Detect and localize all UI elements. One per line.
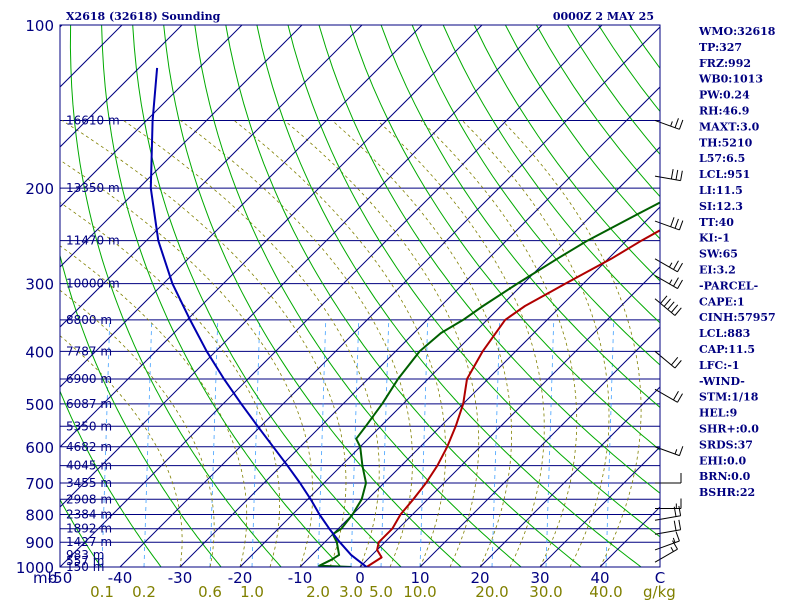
stability-index: LFC:-1 [699, 359, 740, 372]
height-label: 3455 m [66, 476, 112, 490]
pressure-tick-label: 800 [25, 506, 54, 524]
height-label: 1427 m [66, 535, 112, 549]
stability-index: LCL:951 [699, 168, 750, 181]
stability-index: SRDS:37 [699, 438, 753, 451]
stability-index: CAPE:1 [699, 295, 745, 308]
stability-index: SHR+:0.0 [699, 423, 759, 436]
pressure-tick-label: 700 [25, 475, 54, 493]
stability-index: BSHR:22 [699, 486, 755, 499]
mixing-ratio-label: 40.0 [589, 583, 622, 600]
height-label: 7787 m [66, 344, 112, 358]
stability-index: KI:-1 [699, 232, 730, 245]
stability-index: PW:0.24 [699, 89, 750, 102]
height-label: 16610 m [66, 113, 120, 127]
height-label: 6900 m [66, 372, 112, 386]
stability-index: CAP:11.5 [699, 343, 755, 356]
height-label: 4045 m [66, 459, 112, 473]
stability-index: MAXT:3.0 [699, 120, 760, 133]
mixing-ratio-label: 0.1 [90, 583, 114, 600]
pressure-unit-label: mb [33, 569, 57, 587]
stability-index: STM:1/18 [699, 391, 759, 404]
mixing-ratio-label: 5.0 [369, 583, 393, 600]
height-label: 4682 m [66, 440, 112, 454]
height-label: 5350 m [66, 419, 112, 433]
observation-time: 0000Z 2 MAY 25 [553, 10, 654, 23]
pressure-tick-label: 600 [25, 439, 54, 457]
pressure-tick-label: 500 [25, 396, 54, 414]
stability-index: EHI:0.0 [699, 454, 746, 467]
mixing-ratio-label: 30.0 [529, 583, 562, 600]
height-label: 10000 m [66, 277, 120, 291]
pressure-tick-label: 200 [25, 180, 54, 198]
stability-index: BRN:0.0 [699, 470, 751, 483]
stability-index: L57:6.5 [699, 152, 745, 165]
temperature-tick-label: -30 [168, 569, 193, 587]
mixing-ratio-label: 20.0 [475, 583, 508, 600]
stability-index: TH:5210 [699, 136, 753, 149]
mixing-ratio-label: 3.0 [339, 583, 363, 600]
mixing-ratio-label: 10.0 [403, 583, 436, 600]
height-label: 11470 m [66, 234, 120, 248]
stability-index: EI:3.2 [699, 264, 736, 277]
pressure-tick-label: 400 [25, 343, 54, 361]
stability-index: FRZ:992 [699, 57, 751, 70]
stability-index: SW:65 [699, 248, 738, 261]
stability-index: -PARCEL- [699, 279, 758, 292]
stability-index: HEL:9 [699, 407, 737, 420]
height-label: 1892 m [66, 522, 112, 536]
pressure-tick-label: 900 [25, 534, 54, 552]
height-label: 983 m [66, 548, 104, 562]
mixing-ratio-label: 0.2 [132, 583, 156, 600]
station-title: X2618 (32618) Sounding [66, 10, 221, 23]
stability-index: LCL:883 [699, 327, 750, 340]
mixing-ratio-label: 1.0 [240, 583, 264, 600]
stability-index: TP:327 [699, 41, 742, 54]
height-label: 2908 m [66, 492, 112, 506]
height-label: 6087 m [66, 397, 112, 411]
stability-index: LI:11.5 [699, 184, 743, 197]
stability-index: WMO:32618 [698, 25, 776, 38]
height-label: 8800 m [66, 313, 112, 327]
mixing-ratio-label: 0.6 [198, 583, 222, 600]
stability-index: WB0:1013 [698, 73, 763, 86]
pressure-tick-label: 100 [25, 17, 54, 35]
stability-index: SI:12.3 [699, 200, 743, 213]
stability-index: RH:46.9 [699, 105, 749, 118]
stability-index: CINH:57957 [699, 311, 776, 324]
height-label: 13350 m [66, 181, 120, 195]
mixing-unit-label: g/kg [643, 583, 676, 600]
mixing-ratio-label: 2.0 [306, 583, 330, 600]
pressure-tick-label: 300 [25, 276, 54, 294]
height-label: 2384 m [66, 507, 112, 521]
stability-index: TT:40 [699, 216, 734, 229]
stability-index: -WIND- [699, 375, 745, 388]
